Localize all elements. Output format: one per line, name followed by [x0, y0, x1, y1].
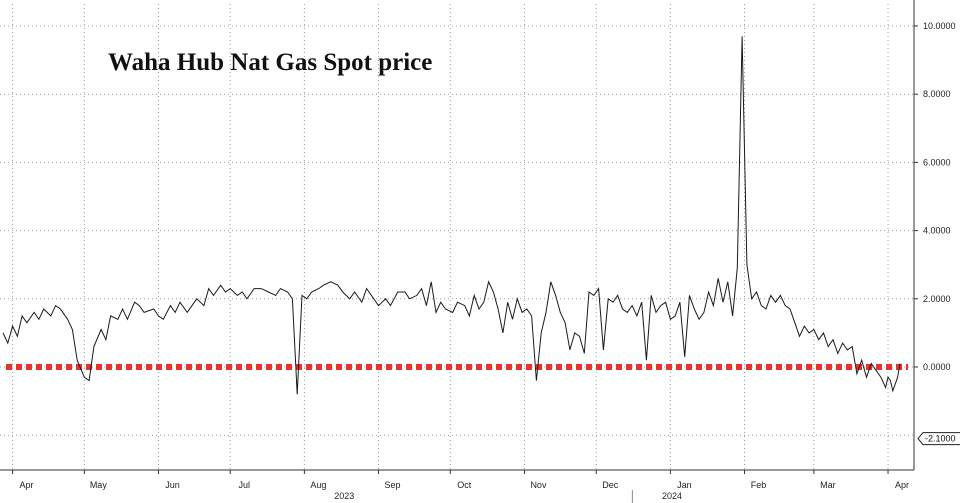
x-tick-label: Oct	[457, 480, 472, 490]
last-value-box	[917, 432, 960, 446]
x-tick-label: Jul	[238, 480, 250, 490]
x-tick-label: Jun	[165, 480, 180, 490]
x-year-label: 2023	[334, 491, 354, 501]
x-tick-label: Apr	[20, 480, 34, 490]
x-tick-label: Dec	[602, 480, 619, 490]
y-tick-label: 10.0000	[923, 21, 956, 31]
y-tick-label: 2.0000	[923, 294, 951, 304]
chart-title: Waha Hub Nat Gas Spot price	[108, 49, 432, 76]
x-tick-label: Sep	[385, 480, 401, 490]
x-tick-label: Apr	[895, 480, 909, 490]
x-tick-label: May	[90, 480, 108, 490]
last-value-text: -2.1000	[925, 434, 956, 444]
y-tick-label: 4.0000	[923, 226, 951, 236]
x-tick-label: Feb	[751, 480, 767, 490]
x-axis-ticks: Apr May Jun Jul Aug Sep Oct Nov Dec Jan Feb Mar Apr 2…	[12, 470, 909, 503]
last-value-label: -2.1000	[917, 432, 960, 446]
x-tick-label: Jan	[677, 480, 692, 490]
y-tick-label: 0.0000	[923, 362, 951, 372]
grid	[0, 4, 914, 470]
x-year-label: 2024	[662, 491, 682, 501]
series-line	[2, 36, 901, 395]
x-tick-label: Mar	[820, 480, 836, 490]
y-axis-ticks: 10.0000 8.0000 6.0000 4.0000 2.0000 0.0000	[914, 21, 956, 372]
y-tick-label: 6.0000	[923, 157, 951, 167]
y-tick-label: 8.0000	[923, 89, 951, 99]
x-tick-label: Nov	[530, 480, 547, 490]
x-tick-label: Aug	[310, 480, 326, 490]
